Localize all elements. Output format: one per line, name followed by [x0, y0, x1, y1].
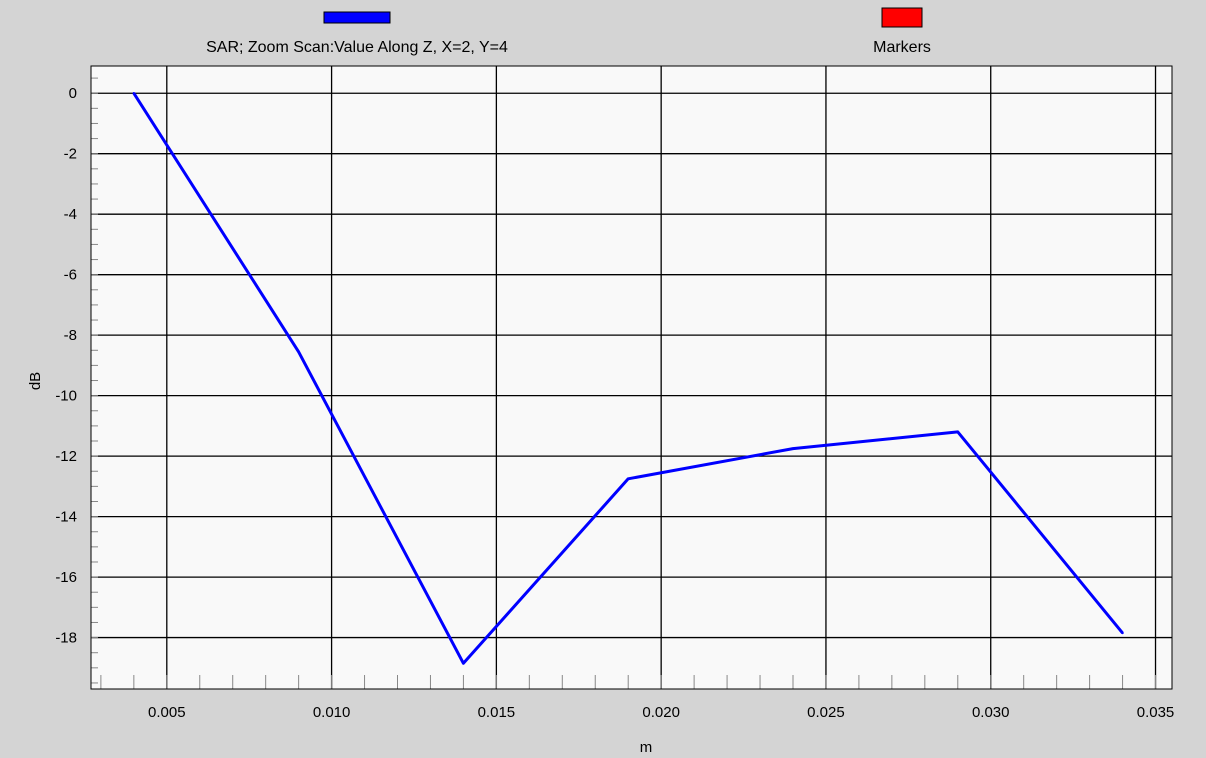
y-tick-label: -4 [64, 206, 77, 223]
y-axis-title: dB [27, 372, 44, 390]
y-tick-label: -12 [55, 448, 77, 465]
y-tick-label: 0 [69, 85, 77, 102]
x-tick-label: 0.025 [807, 704, 845, 721]
data-point [462, 662, 465, 665]
y-tick-label: -16 [55, 569, 77, 586]
y-tick-label: -14 [55, 509, 77, 526]
plot-frame [90, 65, 1173, 690]
y-tick-label: -10 [55, 388, 77, 405]
plot-area [90, 65, 1173, 690]
y-axis-tick-labels: 0 -2 -4 -6 -8 -10 -12 -14 -16 -18 [55, 85, 77, 646]
y-tick-label: -2 [64, 146, 77, 163]
legend-swatch-markers [881, 7, 923, 28]
x-tick-label: 0.030 [972, 704, 1010, 721]
legend-item-sar[interactable]: SAR; Zoom Scan:Value Along Z, X=2, Y=4 [206, 11, 508, 56]
x-tick-label: 0.015 [478, 704, 516, 721]
data-point [132, 92, 136, 95]
data-point [297, 350, 300, 353]
y-tick-label: -18 [55, 630, 77, 647]
grid [91, 66, 1172, 689]
legend[interactable]: SAR; Zoom Scan:Value Along Z, X=2, Y=4 M… [206, 7, 931, 56]
x-axis-tick-labels: 0.005 0.010 0.015 0.020 0.025 0.030 0.035 [148, 704, 1174, 721]
data-point [1121, 631, 1124, 635]
x-tick-label: 0.035 [1137, 704, 1175, 721]
y-tick-label: -8 [64, 327, 77, 344]
series-layer [90, 65, 1173, 690]
x-tick-label: 0.005 [148, 704, 186, 721]
legend-label-sar: SAR; Zoom Scan:Value Along Z, X=2, Y=4 [206, 39, 508, 56]
legend-label-markers: Markers [873, 39, 931, 56]
legend-swatch-sar [323, 11, 391, 24]
data-point [627, 477, 630, 481]
data-point [956, 430, 959, 434]
minor-ticks [91, 77, 1157, 689]
x-axis-title: m [640, 739, 653, 756]
x-tick-label: 0.010 [313, 704, 351, 721]
x-tick-label: 0.020 [642, 704, 680, 721]
y-tick-label: -6 [64, 267, 77, 284]
data-point [791, 447, 795, 450]
legend-item-markers[interactable]: Markers [873, 7, 931, 56]
